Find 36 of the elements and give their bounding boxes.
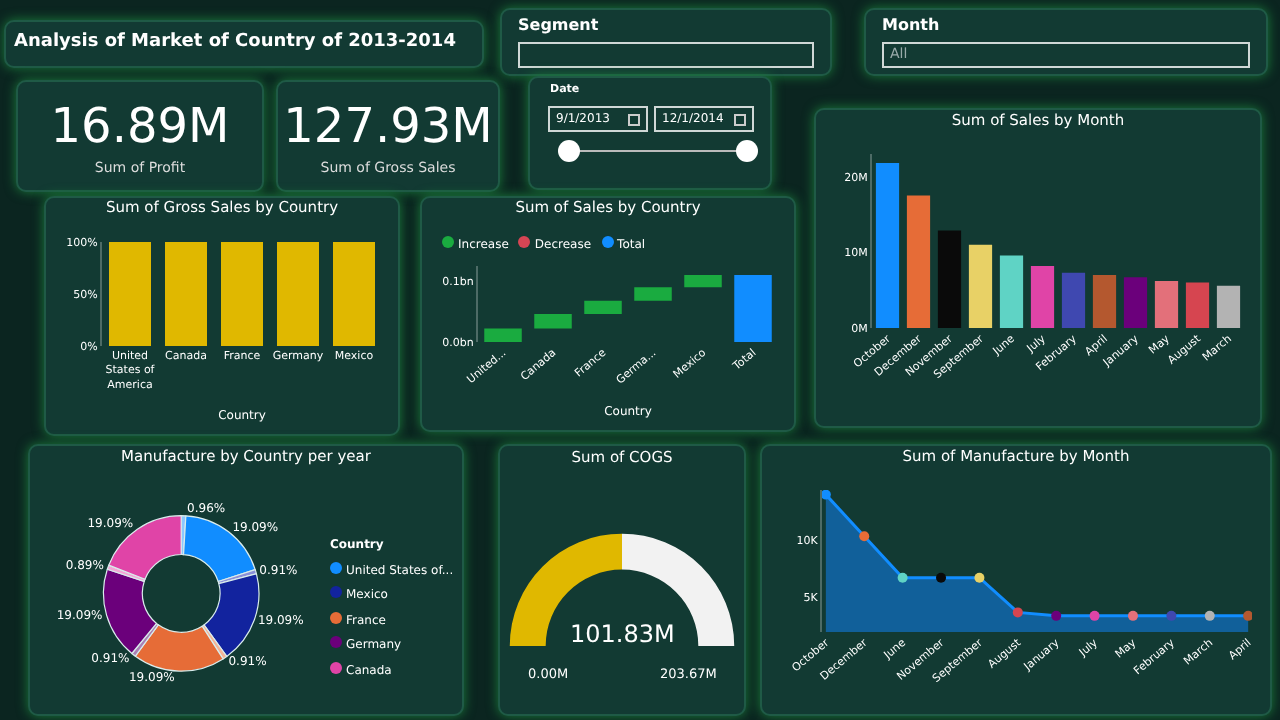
text: Month bbox=[882, 16, 940, 34]
bar bbox=[534, 314, 572, 329]
bar bbox=[906, 195, 931, 328]
bar bbox=[484, 328, 522, 342]
bar bbox=[968, 244, 993, 328]
bar bbox=[937, 230, 962, 328]
point bbox=[1204, 610, 1215, 621]
bar bbox=[634, 287, 672, 301]
bar bbox=[584, 300, 622, 315]
bar bbox=[1092, 275, 1117, 328]
bar bbox=[1185, 282, 1210, 328]
point bbox=[1166, 610, 1177, 621]
text: 127.93M bbox=[281, 98, 495, 154]
point bbox=[897, 572, 908, 583]
text: Segment bbox=[518, 16, 599, 34]
point bbox=[1012, 607, 1023, 618]
point bbox=[1089, 610, 1100, 621]
bar bbox=[999, 255, 1024, 328]
bar bbox=[1216, 285, 1241, 328]
bar bbox=[1061, 272, 1086, 328]
point bbox=[1243, 610, 1252, 621]
text: 16.89M bbox=[48, 98, 232, 154]
point bbox=[1127, 610, 1138, 621]
bar bbox=[1030, 265, 1055, 328]
bar bbox=[875, 163, 900, 328]
text: 101.83M bbox=[570, 620, 675, 648]
point bbox=[936, 572, 947, 583]
point bbox=[822, 490, 831, 500]
bar bbox=[684, 275, 722, 288]
bar bbox=[1123, 277, 1148, 328]
text: Analysis of Market of Country of 2013-2014 bbox=[14, 32, 456, 52]
point bbox=[859, 531, 870, 542]
bar bbox=[734, 275, 772, 342]
bar bbox=[1154, 281, 1179, 328]
point bbox=[974, 572, 985, 583]
point bbox=[1051, 610, 1062, 621]
